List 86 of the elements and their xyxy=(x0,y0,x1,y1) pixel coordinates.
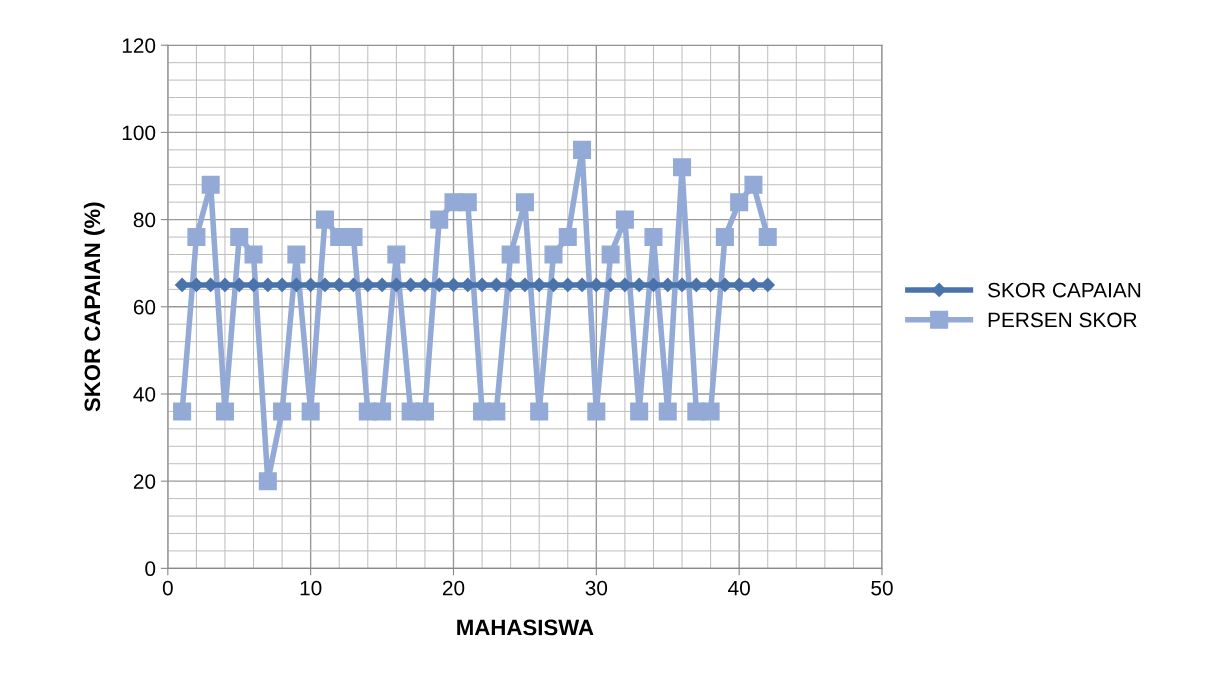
point xyxy=(187,228,206,247)
point xyxy=(173,402,192,421)
y-tick-label: 20 xyxy=(133,474,156,489)
point xyxy=(732,277,747,293)
point xyxy=(658,402,677,421)
x-tick-label: 20 xyxy=(442,580,465,596)
point xyxy=(587,402,606,421)
point xyxy=(515,193,534,212)
point xyxy=(230,228,249,247)
y-tick-label: 40 xyxy=(133,386,156,402)
point xyxy=(560,277,575,293)
point xyxy=(232,277,247,293)
point xyxy=(617,277,632,293)
point xyxy=(289,277,304,293)
point xyxy=(644,228,663,247)
point xyxy=(603,277,618,293)
point xyxy=(503,277,518,293)
point xyxy=(432,277,447,293)
point xyxy=(215,402,234,421)
point xyxy=(532,277,547,293)
point xyxy=(287,245,306,264)
y-tick-label: 100 xyxy=(122,125,156,141)
point xyxy=(403,277,418,293)
point xyxy=(501,245,520,264)
point xyxy=(632,277,647,293)
point xyxy=(760,277,775,293)
point xyxy=(630,402,649,421)
point xyxy=(332,277,347,293)
point xyxy=(275,277,290,293)
x-tick-label: 10 xyxy=(300,580,322,596)
point xyxy=(544,245,563,264)
point xyxy=(646,277,661,293)
point xyxy=(246,277,261,293)
point xyxy=(175,277,190,293)
point xyxy=(730,193,749,212)
point xyxy=(487,402,506,421)
x-tick-label: 30 xyxy=(585,580,608,596)
legend-label: PERSEN SKOR xyxy=(988,312,1137,328)
point xyxy=(303,277,318,293)
point xyxy=(673,158,692,177)
x-tick-label: 0 xyxy=(162,580,173,596)
point xyxy=(360,277,375,293)
point xyxy=(258,472,277,491)
point xyxy=(601,245,620,264)
point xyxy=(701,402,720,421)
y-tick-label: 80 xyxy=(133,212,156,228)
point xyxy=(489,277,504,293)
point xyxy=(415,402,434,421)
x-tick-label: 50 xyxy=(871,580,893,596)
point xyxy=(703,277,718,293)
y-tick-label: 60 xyxy=(133,299,156,315)
point xyxy=(530,402,549,421)
point xyxy=(273,402,292,421)
point xyxy=(244,245,263,264)
y-tick-label: 0 xyxy=(145,561,156,577)
point xyxy=(744,175,763,194)
point xyxy=(203,277,218,293)
point xyxy=(189,277,204,293)
point xyxy=(315,210,334,229)
legend-label: SKOR CAPAIAN xyxy=(988,282,1141,298)
point xyxy=(301,402,320,421)
point xyxy=(689,277,704,293)
x-axis-title: MAHASISWA xyxy=(457,619,594,636)
point xyxy=(387,245,406,264)
point xyxy=(615,210,634,229)
point xyxy=(389,277,404,293)
point xyxy=(373,402,392,421)
point xyxy=(346,277,361,293)
point xyxy=(517,277,532,293)
point xyxy=(758,228,777,247)
point xyxy=(201,175,220,194)
y-tick-label: 120 xyxy=(122,38,156,53)
point xyxy=(430,210,449,229)
point xyxy=(660,277,675,293)
point xyxy=(546,277,561,293)
point xyxy=(558,228,577,247)
y-axis-title: SKOR CAPAIAN (%) xyxy=(83,202,105,412)
point xyxy=(589,277,604,293)
point xyxy=(460,277,475,293)
point xyxy=(260,277,275,293)
point xyxy=(446,277,461,293)
point xyxy=(715,228,734,247)
point xyxy=(746,277,761,293)
point xyxy=(458,193,477,212)
x-tick-label: 40 xyxy=(728,580,750,596)
point xyxy=(573,140,592,159)
